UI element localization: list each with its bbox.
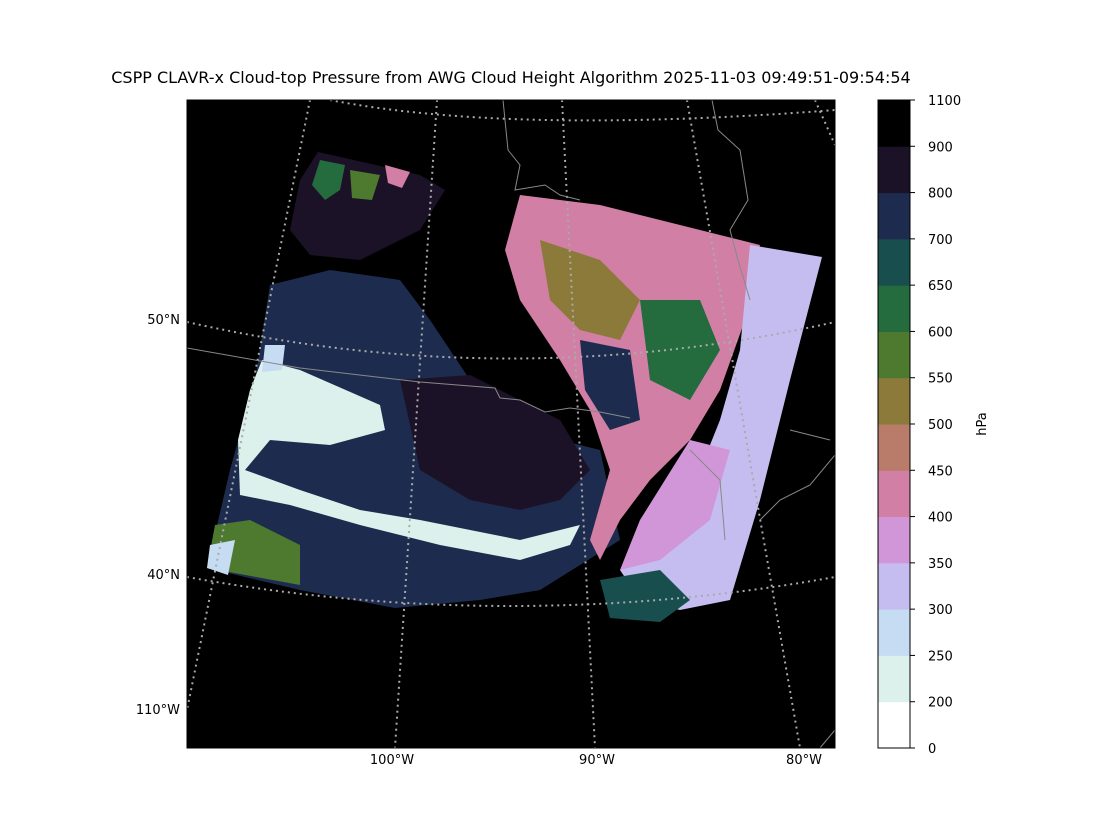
colorbar-tick-label: 500: [928, 418, 953, 433]
graticule-lon-110: [187, 100, 311, 711]
colorbar-tick-label: 600: [928, 325, 953, 340]
colorbar-bin: [878, 470, 910, 518]
colorbar-tick-label: 400: [928, 511, 953, 526]
coastlines: [187, 100, 835, 748]
colorbar-bin: [878, 192, 910, 240]
colorbar-label: hPa: [975, 412, 990, 435]
graticule-lon-90: [561, 100, 596, 748]
colorbar-tick-label: 250: [928, 649, 953, 664]
graticule-lon-80: [686, 100, 801, 748]
colorbar-bin: [878, 100, 910, 147]
cloud-region-northwest-pink: [385, 165, 410, 188]
cloud-region-northwest-green: [312, 160, 345, 200]
graticule-lon-100: [394, 100, 438, 748]
lat-label-40n: 40°N: [147, 568, 180, 583]
cloud-region-east-green: [640, 300, 720, 400]
graticule-lat-60: [329, 100, 835, 122]
map-area: [187, 100, 835, 748]
east-coast: [759, 429, 835, 521]
colorbar-bin: [878, 701, 910, 749]
colorbar-bin: [878, 238, 910, 286]
us-canada-border: [187, 347, 631, 419]
colorbar-bin: [878, 609, 910, 656]
colorbar: [878, 100, 910, 749]
cloud-region-southeast-navy: [600, 570, 690, 622]
colorbar-bin: [878, 377, 910, 425]
cloud-band-west-bright: [238, 360, 580, 560]
colorbar-tick-label: 300: [928, 603, 953, 618]
cloud-region-northwest-green-2: [350, 170, 380, 200]
colorbar-bin: [878, 424, 910, 471]
colorbar-tick-label: 0: [928, 742, 936, 757]
colorbar-ticks: 1100 900 800 700 650 600 550 500 450 400 350 300 250…: [910, 94, 961, 757]
cloud-region-southwest-green: [207, 520, 300, 585]
lon-label-100w: 100°W: [370, 753, 414, 768]
lon-label-90w: 90°W: [579, 753, 615, 768]
colorbar-bin: [878, 331, 910, 379]
chart-title: CSPP CLAVR-x Cloud-top Pressure from AWG…: [111, 68, 911, 87]
colorbar-tick-label: 700: [928, 233, 953, 248]
cloud-region-southwest-light: [207, 540, 235, 575]
southeast-corner: [819, 729, 835, 748]
colorbar-bin: [878, 285, 910, 332]
colorbar-tick-label: 450: [928, 464, 953, 479]
colorbar-tick-label: 800: [928, 187, 953, 202]
cloud-region-east-olive: [540, 240, 640, 340]
cloud-region-east-navy: [580, 340, 640, 430]
colorbar-tick-label: 550: [928, 372, 953, 387]
colorbar-bin: [878, 516, 910, 564]
graticule-lat-40: [187, 576, 835, 607]
lon-label-80w: 80°W: [786, 753, 822, 768]
lat-label-50n: 50°N: [147, 313, 180, 328]
lon-label-110w: 110°W: [136, 703, 180, 718]
colorbar-bin: [878, 562, 910, 610]
colorbar-tick-label: 200: [928, 696, 953, 711]
map-frame: [186, 99, 836, 749]
graticule-lon-70: [814, 100, 835, 146]
cloud-region-central-dark: [400, 375, 590, 510]
cloud-band-west-lilac: [262, 345, 285, 372]
cloud-region-east-pinklilac: [620, 440, 730, 570]
colorbar-tick-label: 650: [928, 279, 953, 294]
colorbar-tick-label: 900: [928, 140, 953, 155]
hudson-bay-coast: [502, 100, 581, 201]
colorbar-bin: [878, 655, 910, 703]
labrador-coast: [711, 100, 751, 301]
colorbar-bin: [878, 146, 910, 194]
graticule: [187, 100, 835, 748]
colorbar-tick-label: 350: [928, 557, 953, 572]
florida-coast: [689, 449, 726, 541]
colorbar-tick-label: 1100: [928, 94, 961, 109]
